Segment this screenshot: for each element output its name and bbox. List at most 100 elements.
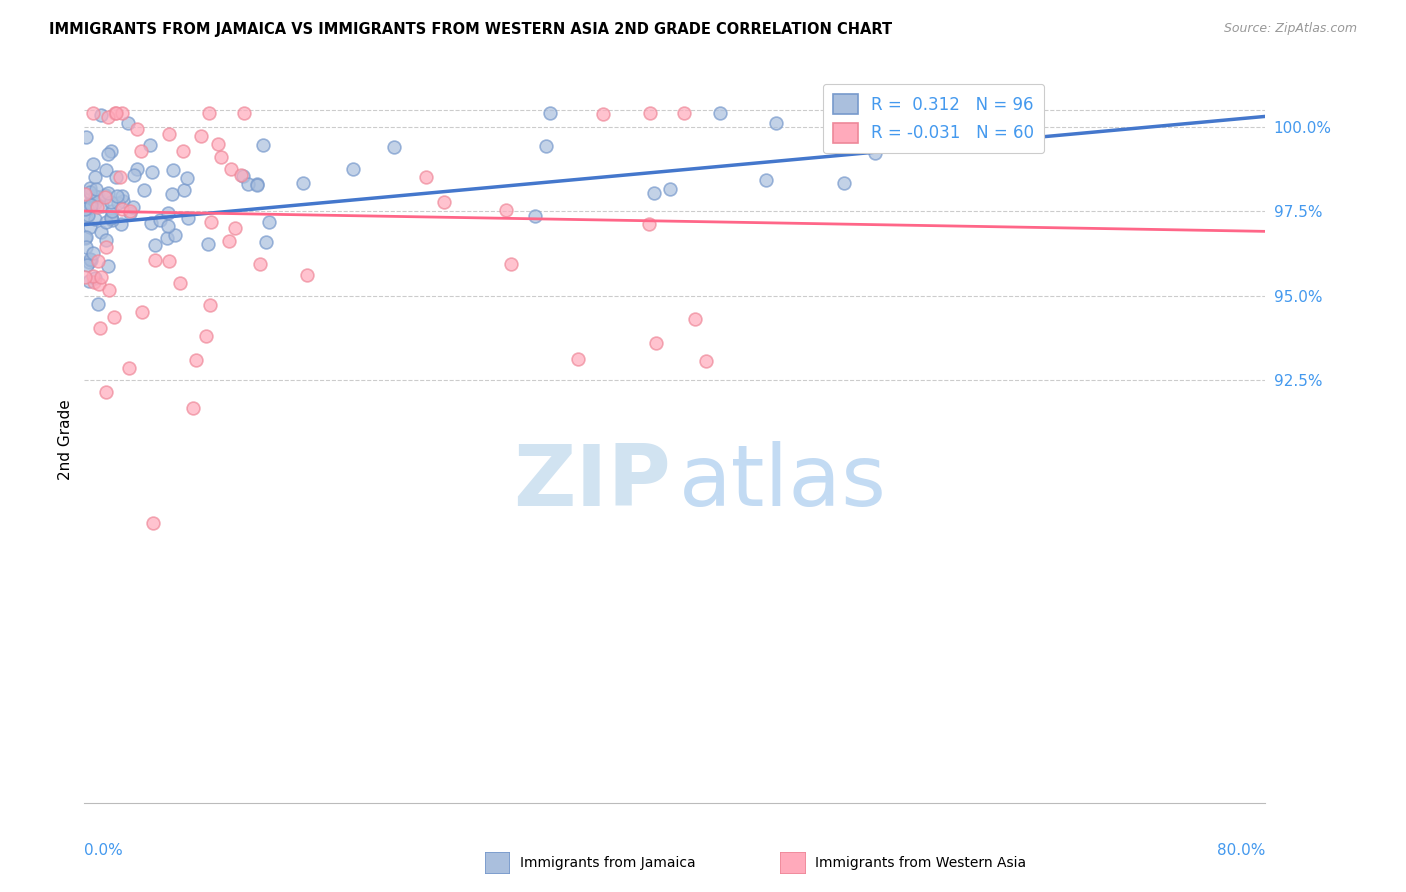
Point <box>198 106 221 120</box>
Point <box>495 202 517 217</box>
Point <box>524 209 547 223</box>
Point <box>83 189 105 203</box>
Point <box>97 259 120 273</box>
Point <box>87 190 110 204</box>
Point <box>538 106 561 120</box>
Point <box>100 210 122 224</box>
Point <box>672 106 695 120</box>
Point <box>79 252 101 267</box>
Point <box>229 169 252 183</box>
Point <box>93 187 115 202</box>
Point <box>91 199 114 213</box>
Point <box>82 246 104 260</box>
Point <box>84 170 107 185</box>
Point <box>100 194 122 209</box>
Point <box>90 108 112 122</box>
Point <box>127 121 149 136</box>
Point <box>219 162 242 177</box>
Point <box>638 217 661 231</box>
Point <box>75 130 97 145</box>
Point <box>659 182 682 196</box>
Text: ZIP: ZIP <box>513 442 671 524</box>
Point <box>100 211 122 226</box>
Point <box>132 183 155 197</box>
Point <box>246 177 269 191</box>
Point <box>79 185 101 199</box>
Text: Immigrants from Western Asia: Immigrants from Western Asia <box>815 856 1026 871</box>
Point <box>101 213 124 227</box>
Point <box>94 214 117 228</box>
Point <box>162 163 184 178</box>
Point <box>499 257 522 271</box>
Point <box>75 270 97 285</box>
Point <box>207 136 229 151</box>
Point <box>157 219 180 234</box>
Point <box>856 107 879 121</box>
Point <box>834 176 856 190</box>
Point <box>79 219 101 234</box>
Point <box>163 227 186 242</box>
Point <box>76 202 98 216</box>
Point <box>141 165 163 179</box>
Point <box>246 178 269 192</box>
Point <box>97 110 120 124</box>
Point <box>122 200 145 214</box>
Point <box>254 235 277 250</box>
Point <box>252 137 274 152</box>
Point <box>75 230 97 244</box>
Point <box>90 226 112 240</box>
Point <box>190 128 212 143</box>
Point <box>173 183 195 197</box>
Point <box>107 195 129 210</box>
Point <box>75 230 97 244</box>
Point <box>111 189 134 203</box>
Point <box>236 177 259 191</box>
Point <box>96 162 118 177</box>
Point <box>139 216 162 230</box>
Point <box>97 146 120 161</box>
Text: atlas: atlas <box>679 442 886 524</box>
Point <box>249 256 271 270</box>
Point <box>84 271 107 285</box>
Point <box>87 253 110 268</box>
Y-axis label: 2nd Grade: 2nd Grade <box>58 399 73 480</box>
Point <box>169 276 191 290</box>
Point <box>94 190 117 204</box>
Point <box>143 238 166 252</box>
Text: 0.0%: 0.0% <box>84 843 124 858</box>
Point <box>224 221 246 235</box>
Point <box>101 204 124 219</box>
Point <box>142 516 165 530</box>
Point <box>118 206 141 220</box>
Point <box>75 209 97 223</box>
Point <box>695 354 717 368</box>
Point <box>120 204 142 219</box>
Point <box>197 236 219 251</box>
Point <box>112 194 135 209</box>
Point <box>183 401 205 416</box>
Point <box>83 212 105 227</box>
Point <box>863 146 886 161</box>
Point <box>80 252 103 267</box>
Point <box>765 116 787 130</box>
Point <box>90 269 112 284</box>
Point <box>83 276 105 290</box>
Point <box>292 176 315 190</box>
Point <box>643 186 665 200</box>
Point <box>218 234 240 248</box>
Point <box>110 169 132 184</box>
Point <box>683 311 706 326</box>
Point <box>110 217 132 231</box>
Point <box>709 106 731 120</box>
Point <box>645 336 668 351</box>
Point <box>80 197 103 211</box>
Point <box>342 161 364 176</box>
Text: Immigrants from Jamaica: Immigrants from Jamaica <box>520 856 696 871</box>
Point <box>156 231 179 245</box>
Point <box>75 240 97 254</box>
Point <box>77 254 100 268</box>
Point <box>257 215 280 229</box>
Point <box>195 329 218 343</box>
Point <box>176 170 198 185</box>
Point <box>143 253 166 268</box>
